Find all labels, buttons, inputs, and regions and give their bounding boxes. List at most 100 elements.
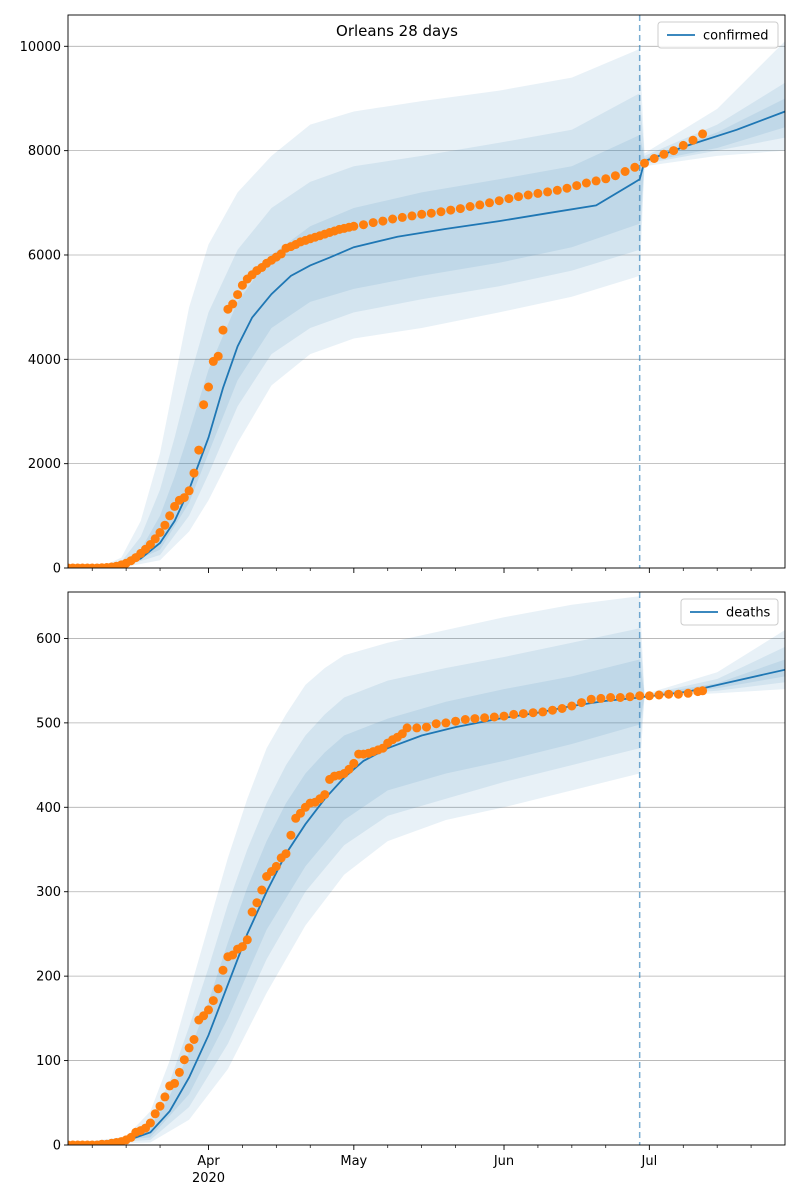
observed-point	[678, 140, 688, 150]
observed-point	[378, 216, 388, 226]
observed-point	[145, 1118, 155, 1128]
observed-point	[572, 181, 582, 191]
observed-point	[184, 1043, 194, 1053]
legend-label: confirmed	[703, 29, 769, 44]
observed-point	[514, 192, 523, 202]
observed-point	[499, 711, 509, 721]
observed-point	[635, 691, 645, 701]
observed-point	[615, 693, 625, 702]
uncertainty-band-3	[68, 659, 785, 1145]
y-tick-label: 0	[53, 562, 61, 577]
observed-point	[199, 400, 209, 410]
observed-point	[179, 493, 189, 503]
observed-point	[698, 686, 708, 696]
observed-point	[606, 693, 616, 702]
y-tick-label: 4000	[28, 353, 61, 368]
legend: deaths	[680, 598, 779, 626]
observed-point	[189, 468, 199, 478]
y-tick-label: 10000	[20, 40, 61, 55]
observed-point	[548, 705, 557, 715]
observed-point	[446, 205, 456, 215]
y-tick-label: 8000	[28, 144, 61, 159]
y-tick-label: 100	[36, 1054, 61, 1069]
observed-point	[455, 204, 465, 214]
observed-point	[596, 693, 606, 703]
plot-area	[68, 592, 785, 1145]
observed-point	[228, 299, 238, 309]
observed-point	[199, 1011, 209, 1021]
observed-point	[577, 698, 586, 708]
observed-point	[523, 190, 533, 200]
observed-point	[165, 511, 175, 521]
observed-point	[654, 690, 664, 700]
observed-point	[412, 723, 422, 733]
observed-point	[470, 714, 480, 724]
y-tick-label: 300	[36, 885, 61, 900]
observed-point	[296, 808, 305, 818]
observed-point	[417, 209, 427, 219]
observed-point	[242, 935, 252, 945]
observed-point	[465, 202, 475, 211]
observed-point	[281, 849, 291, 859]
observed-point	[557, 704, 567, 713]
y-tick-label: 6000	[28, 248, 61, 263]
observed-point	[320, 790, 330, 800]
observed-point	[431, 719, 441, 729]
observed-point	[480, 713, 490, 723]
observed-point	[562, 183, 572, 193]
observed-point	[509, 709, 519, 719]
observed-point	[683, 688, 693, 698]
observed-point	[170, 501, 180, 511]
observed-point	[150, 1109, 160, 1119]
observed-point	[349, 758, 359, 768]
x-tick-label: May	[340, 1154, 367, 1169]
observed-point	[155, 1101, 165, 1111]
uncertainty-band-1	[68, 596, 785, 1145]
observed-point	[538, 707, 548, 717]
observed-point	[155, 528, 165, 537]
observed-point	[228, 950, 238, 960]
observed-point	[218, 325, 228, 335]
observed-point	[610, 171, 620, 181]
observed-point	[184, 486, 194, 496]
observed-point	[504, 194, 514, 204]
x-year-label: 2020	[192, 1171, 225, 1186]
uncertainty-band-3	[68, 98, 785, 568]
legend-label: deaths	[726, 606, 771, 621]
observed-point	[673, 689, 683, 699]
y-tick-label: 600	[36, 632, 61, 647]
observed-point	[422, 722, 431, 732]
observed-point	[174, 1067, 184, 1077]
observed-point	[518, 709, 528, 719]
observed-point	[388, 214, 398, 224]
y-tick-label: 400	[36, 801, 61, 816]
observed-point	[644, 691, 654, 701]
observed-point	[533, 188, 543, 198]
observed-point	[698, 129, 708, 139]
observed-point	[485, 198, 494, 208]
observed-point	[286, 830, 296, 840]
observed-point	[441, 718, 451, 728]
observed-point	[528, 708, 538, 718]
uncertainty-band-1	[68, 41, 785, 568]
observed-point	[257, 885, 267, 895]
observed-point	[233, 290, 243, 300]
legend-box	[680, 598, 779, 626]
y-tick-label: 500	[36, 716, 61, 731]
observed-point	[630, 162, 640, 172]
chart-title: Orleans 28 days	[336, 22, 458, 40]
observed-point	[271, 861, 281, 871]
observed-point	[150, 534, 160, 544]
observed-point	[208, 996, 218, 1006]
observed-point	[475, 200, 485, 210]
observed-point	[402, 723, 412, 733]
observed-point	[237, 280, 247, 290]
observed-point	[664, 689, 674, 699]
observed-point	[247, 907, 257, 917]
observed-point	[688, 135, 698, 145]
observed-point	[543, 187, 553, 197]
observed-point	[218, 965, 228, 975]
observed-point	[659, 149, 669, 159]
observed-point	[460, 715, 470, 724]
